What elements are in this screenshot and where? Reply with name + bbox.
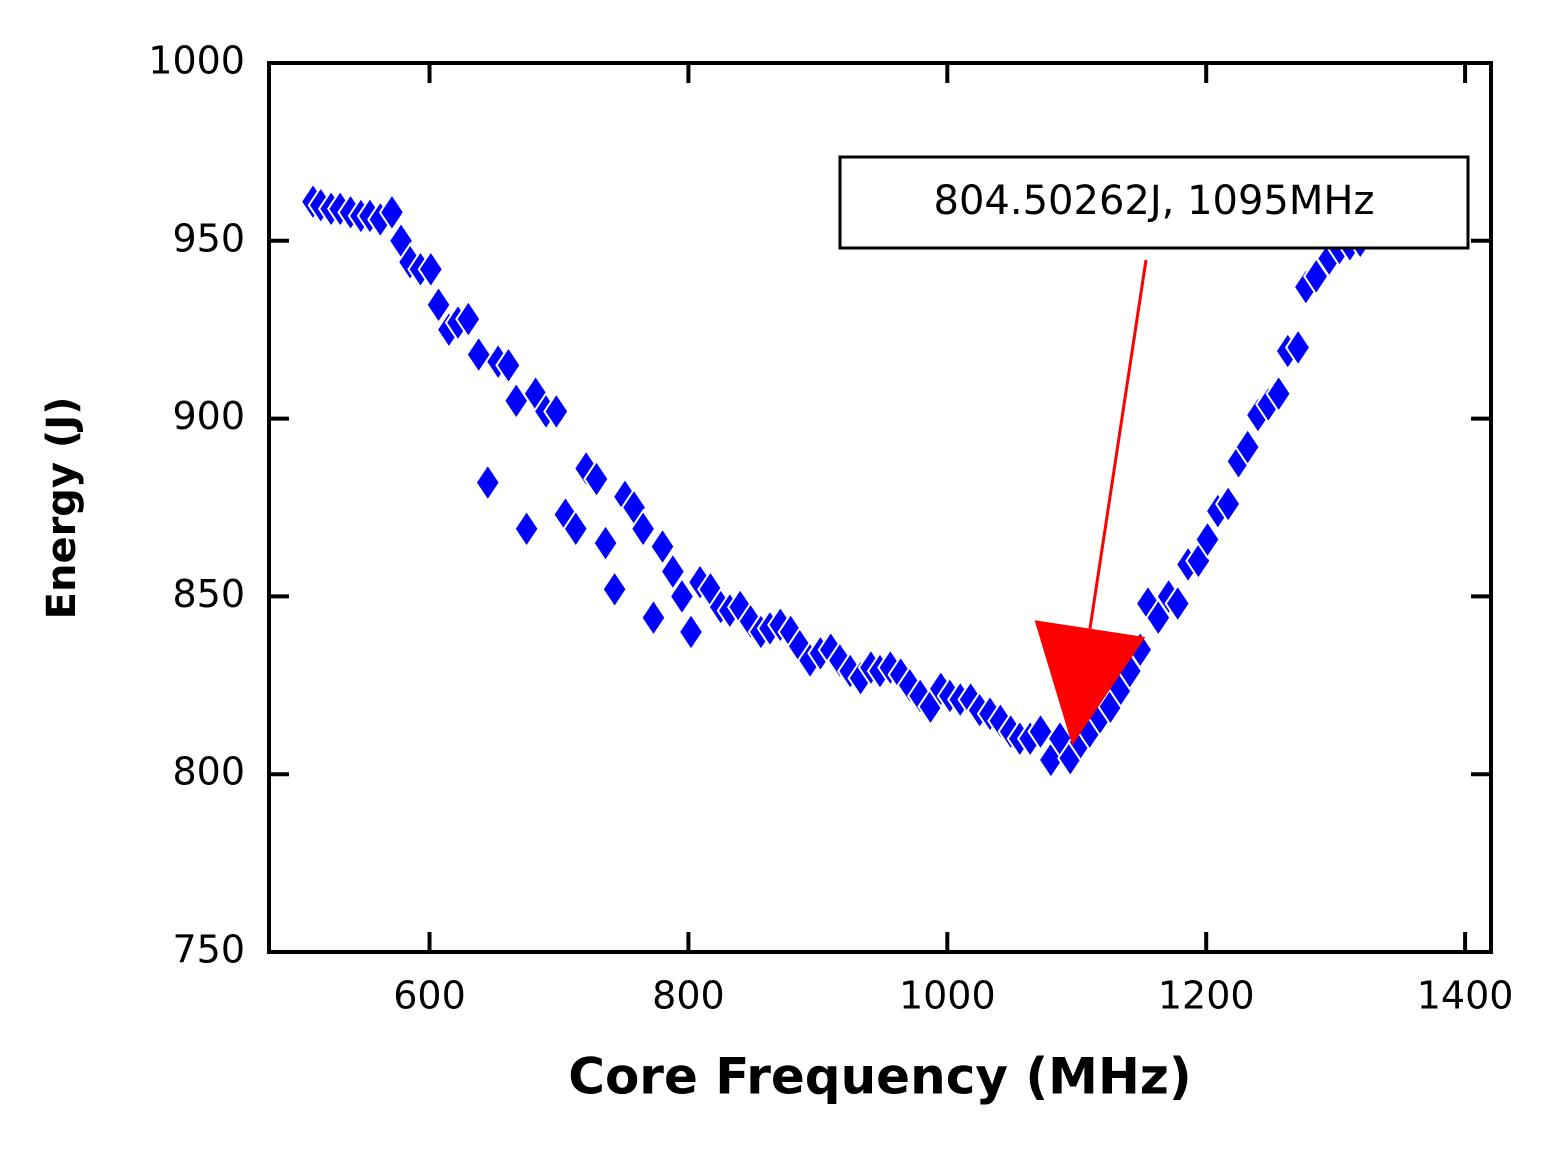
point xyxy=(378,192,406,233)
x-tick-label: 600 xyxy=(393,974,466,1018)
point xyxy=(495,345,522,386)
point xyxy=(503,381,530,421)
point xyxy=(737,601,764,642)
point xyxy=(592,523,619,563)
x-tick-label: 1200 xyxy=(1158,974,1255,1018)
annotation-arrowhead xyxy=(1034,620,1146,746)
y-tick-label: 950 xyxy=(172,216,245,260)
y-tick-label: 850 xyxy=(172,572,245,616)
point xyxy=(583,459,610,499)
y-tick-label: 900 xyxy=(172,394,245,438)
point xyxy=(826,640,854,681)
point xyxy=(1234,427,1261,467)
point xyxy=(601,569,628,610)
annotation-arrow xyxy=(1088,259,1148,629)
point xyxy=(417,249,445,290)
point xyxy=(1284,327,1312,368)
annotation-text: 804.50262J, 1095MHz xyxy=(934,178,1375,224)
point xyxy=(425,285,452,325)
plot-frame xyxy=(267,61,1493,954)
point xyxy=(562,509,589,549)
point xyxy=(640,597,667,638)
point xyxy=(1164,583,1191,624)
point xyxy=(543,391,570,432)
y-tick-label: 800 xyxy=(172,750,245,794)
y-tick-label: 1000 xyxy=(148,39,245,83)
point xyxy=(465,334,492,375)
point xyxy=(677,612,705,652)
point xyxy=(1265,373,1292,414)
point xyxy=(474,462,501,503)
x-tick-label: 800 xyxy=(652,974,725,1018)
point xyxy=(1194,519,1221,560)
point xyxy=(659,551,687,592)
x-axis-label: Core Frequency (MHz) xyxy=(568,1048,1192,1106)
x-tick-label: 1000 xyxy=(899,974,996,1018)
y-tick-label: 750 xyxy=(172,928,245,972)
point xyxy=(649,526,676,567)
point xyxy=(668,576,696,617)
annotation-box xyxy=(838,155,1470,250)
y-axis-label: Energy (J) xyxy=(39,397,85,620)
x-tick-label: 1400 xyxy=(1417,974,1514,1018)
point xyxy=(513,509,540,549)
point xyxy=(1215,484,1242,524)
point xyxy=(987,701,1014,741)
point xyxy=(455,299,482,339)
point xyxy=(1027,711,1054,752)
point xyxy=(629,509,657,549)
